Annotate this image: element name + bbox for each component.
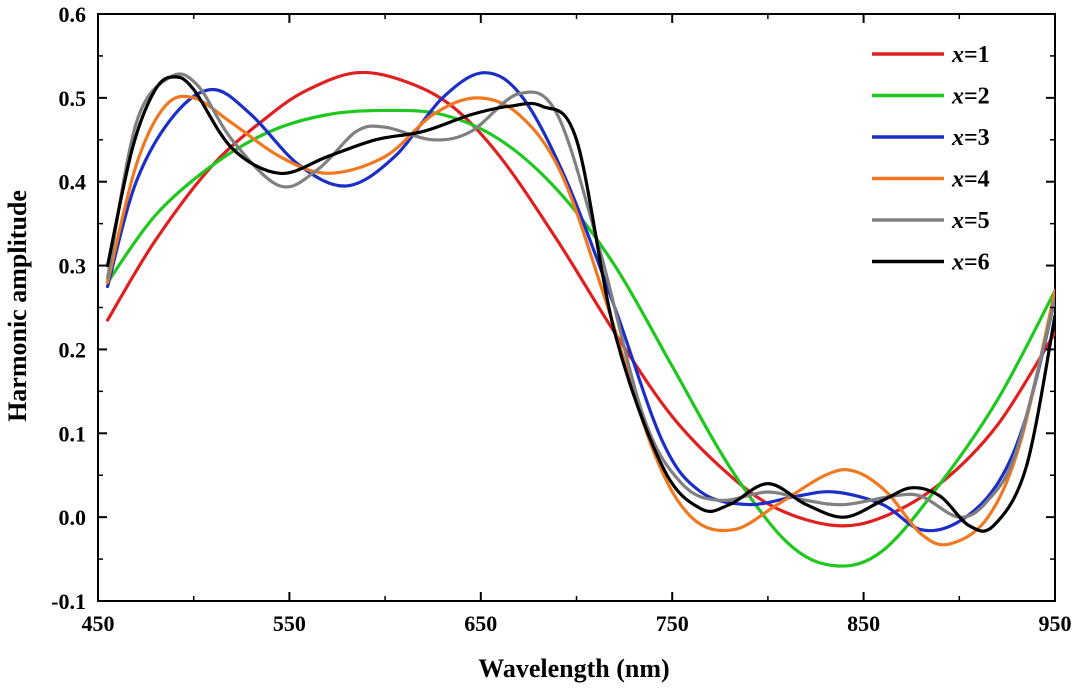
series-line-3 xyxy=(105,71,1055,533)
x-tick-label: 850 xyxy=(847,611,880,636)
legend-label-1: x=1 xyxy=(951,42,990,68)
tick-labels: 450 550 650 750 850 950 -0.1 0.0 0.1 0.2 0.3 0.4 0.5… xyxy=(51,2,1071,636)
y-tick-label: -0.1 xyxy=(51,589,86,614)
x-tick-label: 750 xyxy=(656,611,689,636)
y-tick-label: 0.3 xyxy=(59,254,87,279)
plot-area xyxy=(97,13,1056,602)
y-tick-label: 0.0 xyxy=(59,505,87,530)
series-line-2 xyxy=(105,108,1055,568)
legend-label-2: x=2 xyxy=(951,84,990,110)
series-lines xyxy=(105,70,1055,568)
series-line-5 xyxy=(105,72,1055,519)
legend-label-6: x=6 xyxy=(951,250,990,276)
x-tick-label: 450 xyxy=(82,611,115,636)
legend: x=1 x=2 x=3 x=4 x=5 x=6 xyxy=(872,42,990,276)
y-tick-label: 0.5 xyxy=(59,86,87,111)
legend-label-5: x=5 xyxy=(951,208,990,234)
plot-frame xyxy=(97,13,1056,602)
y-tick-label: 0.2 xyxy=(59,337,87,362)
x-tick-label: 950 xyxy=(1039,611,1072,636)
axis-ticks xyxy=(97,13,1056,602)
y-axis-title: Harmonic amplitude xyxy=(3,190,32,422)
legend-label-3: x=3 xyxy=(951,125,990,151)
series-line-6 xyxy=(105,75,1055,533)
x-tick-label: 550 xyxy=(273,611,306,636)
legend-label-4: x=4 xyxy=(951,167,990,193)
y-tick-label: 0.6 xyxy=(59,2,87,27)
x-axis-title: Wavelength (nm) xyxy=(478,654,669,683)
y-tick-label: 0.1 xyxy=(59,421,87,446)
y-tick-label: 0.4 xyxy=(59,170,87,195)
series-line-1 xyxy=(105,70,1055,528)
x-tick-label: 650 xyxy=(464,611,497,636)
